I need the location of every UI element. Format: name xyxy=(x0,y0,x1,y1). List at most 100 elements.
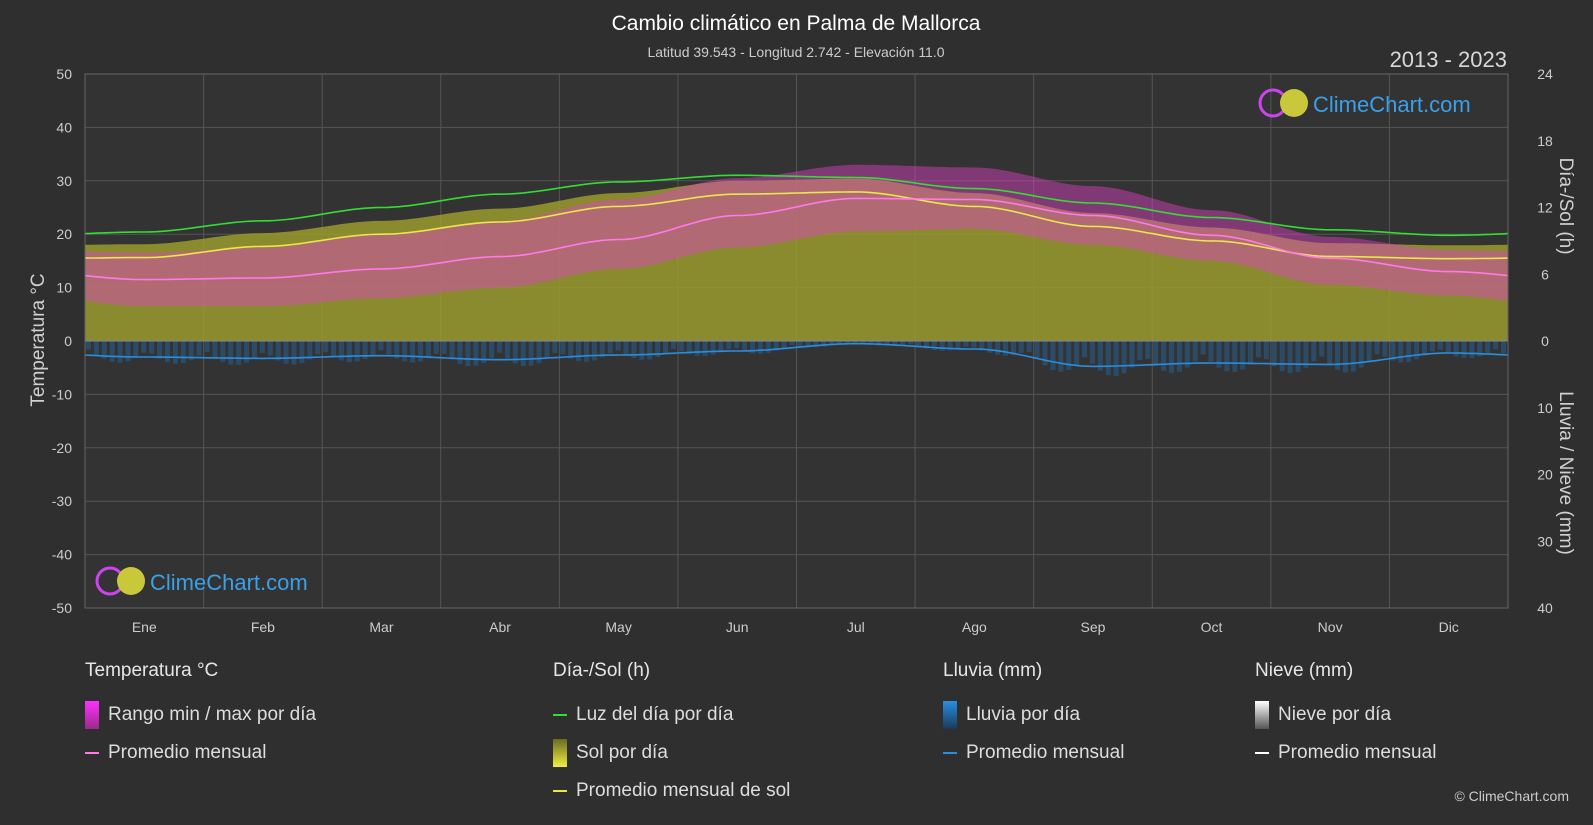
rain-bar xyxy=(1026,341,1032,353)
legend-item: Lluvia por día xyxy=(943,696,1124,734)
rain-bar xyxy=(1421,341,1427,356)
rain-bar xyxy=(979,341,985,351)
rain-bar xyxy=(141,341,147,353)
rain-bar xyxy=(370,341,376,356)
rain-bar xyxy=(607,341,613,354)
legend-label: Sol por día xyxy=(576,742,668,763)
sun-avg-swatch xyxy=(553,790,567,792)
rain-bar xyxy=(576,341,582,362)
rain-bar xyxy=(1311,341,1317,362)
month-label: Mar xyxy=(369,619,393,635)
right-rain-tick-label: 40 xyxy=(1537,600,1553,616)
rain-bar xyxy=(165,341,171,363)
chart-marks xyxy=(85,164,1508,376)
rain-bar xyxy=(663,341,669,354)
right-sun-tick-label: 24 xyxy=(1537,66,1553,82)
rain-swatch xyxy=(943,701,957,729)
rain-bar xyxy=(1169,341,1175,373)
rain-bar xyxy=(315,341,321,355)
month-label: Abr xyxy=(489,619,511,635)
rain-bar xyxy=(275,341,281,361)
rain-bar xyxy=(765,341,771,353)
copyright: © ClimeChart.com xyxy=(1454,788,1569,804)
rain-avg-line xyxy=(84,342,1509,368)
rain-bar xyxy=(489,341,495,358)
rain-bar xyxy=(449,341,455,360)
rain-bar xyxy=(101,341,107,359)
rain-bar xyxy=(354,341,360,362)
rain-bar xyxy=(939,341,945,351)
rain-bar xyxy=(1335,341,1341,370)
rain-bar xyxy=(251,341,257,359)
left-tick-label: -40 xyxy=(52,547,72,563)
rain-bar xyxy=(1469,341,1475,359)
rain-bar xyxy=(204,341,210,352)
legend-item: Promedio mensual de sol xyxy=(553,772,790,810)
rain-bar xyxy=(829,341,835,346)
logo-bottom[interactable]: ClimeChart.com xyxy=(95,566,308,596)
rain-bar xyxy=(433,341,439,354)
rain-bar xyxy=(781,341,787,348)
legend-label: Lluvia por día xyxy=(966,704,1081,725)
rain-bar xyxy=(402,341,408,362)
left-tick-label: -20 xyxy=(52,440,72,456)
month-label: Jul xyxy=(847,619,865,635)
rain-bar xyxy=(346,341,352,363)
rain-bar xyxy=(1137,341,1143,360)
rain-bar xyxy=(655,341,661,358)
axis-ticks: 50 40 30 20 10 0 -10 -20 -30 -40 -50 24 18 12 6 0 10 20 30… xyxy=(52,66,1553,635)
rain-bar xyxy=(552,341,558,353)
rain-bar xyxy=(971,341,977,348)
rain-bar xyxy=(1263,341,1269,360)
right-sun-tick-label: 6 xyxy=(1541,266,1549,282)
legend-temperature: Temperatura °C Rango min / max por día P… xyxy=(85,660,316,772)
snow-swatch xyxy=(1255,701,1269,729)
legend-rain: Lluvia (mm) Lluvia por día Promedio mens… xyxy=(943,660,1124,772)
rain-bar xyxy=(1145,341,1151,359)
legend-sun: Día-/Sol (h) Luz del día por día Sol por… xyxy=(553,660,790,810)
rain-bar xyxy=(821,341,827,347)
legend-title: Temperatura °C xyxy=(85,660,219,681)
rain-bar xyxy=(291,341,297,365)
rain-bar xyxy=(1129,341,1135,368)
left-tick-label: 40 xyxy=(56,119,72,135)
rain-bar xyxy=(757,341,763,354)
rain-bar xyxy=(1406,341,1412,362)
legend-item: Promedio mensual xyxy=(85,734,316,772)
rain-bar xyxy=(1042,341,1048,366)
logo-text: ClimeChart.com xyxy=(1313,92,1471,117)
rain-bar xyxy=(1493,341,1499,350)
right-sun-tick-label: 12 xyxy=(1537,200,1553,216)
rain-bar xyxy=(876,341,882,346)
legend-label: Rango min / max por día xyxy=(108,704,317,725)
rain-bar xyxy=(512,341,518,364)
rain-bar xyxy=(860,341,866,344)
year-range: 2013 - 2023 xyxy=(1390,47,1507,72)
rain-bar xyxy=(1192,341,1198,362)
rain-bar xyxy=(750,341,756,354)
legend-label: Promedio mensual de sol xyxy=(576,780,791,801)
avg-swatch xyxy=(85,752,99,754)
rain-bar xyxy=(1074,341,1080,365)
rain-bar xyxy=(1058,341,1064,372)
rain-bar xyxy=(1327,341,1333,365)
rain-bar xyxy=(1295,341,1301,373)
rain-bar xyxy=(568,341,574,359)
rain-bar xyxy=(947,341,953,351)
daylight-swatch xyxy=(553,714,567,716)
legend-item: Luz del día por día xyxy=(553,696,790,734)
left-tick-label: 50 xyxy=(56,66,72,82)
rain-bar xyxy=(1184,341,1190,368)
rain-bar xyxy=(868,341,874,345)
rain-bar xyxy=(149,341,155,354)
logo-top[interactable]: ClimeChart.com xyxy=(1258,88,1471,118)
right-sun-tick-label: 0 xyxy=(1541,333,1549,349)
rain-bar xyxy=(465,341,471,367)
rain-bar xyxy=(259,341,265,353)
rain-bar xyxy=(623,341,629,355)
legend-title: Nieve (mm) xyxy=(1255,660,1354,681)
rain-bar xyxy=(520,341,526,366)
rain-bar xyxy=(307,341,313,360)
rain-bar xyxy=(1113,341,1119,376)
legend-label: Promedio mensual xyxy=(1278,742,1437,763)
